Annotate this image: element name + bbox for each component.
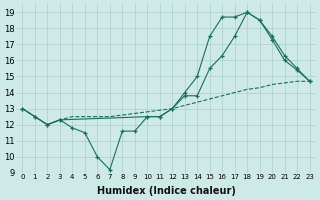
- X-axis label: Humidex (Indice chaleur): Humidex (Indice chaleur): [97, 186, 236, 196]
